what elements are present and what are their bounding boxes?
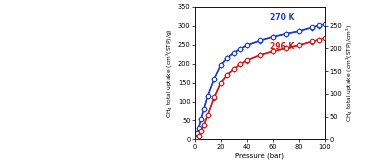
Text: 270 K: 270 K (270, 13, 295, 22)
Y-axis label: CH$_4$ total uptake (cm$^3$(STP)/cm$^3$): CH$_4$ total uptake (cm$^3$(STP)/cm$^3$) (345, 24, 355, 122)
Y-axis label: CH$_4$ total uptake (cm$^3$(STP)/g): CH$_4$ total uptake (cm$^3$(STP)/g) (165, 28, 175, 118)
X-axis label: Pressure (bar): Pressure (bar) (235, 152, 284, 159)
Text: 296 K: 296 K (270, 42, 294, 51)
